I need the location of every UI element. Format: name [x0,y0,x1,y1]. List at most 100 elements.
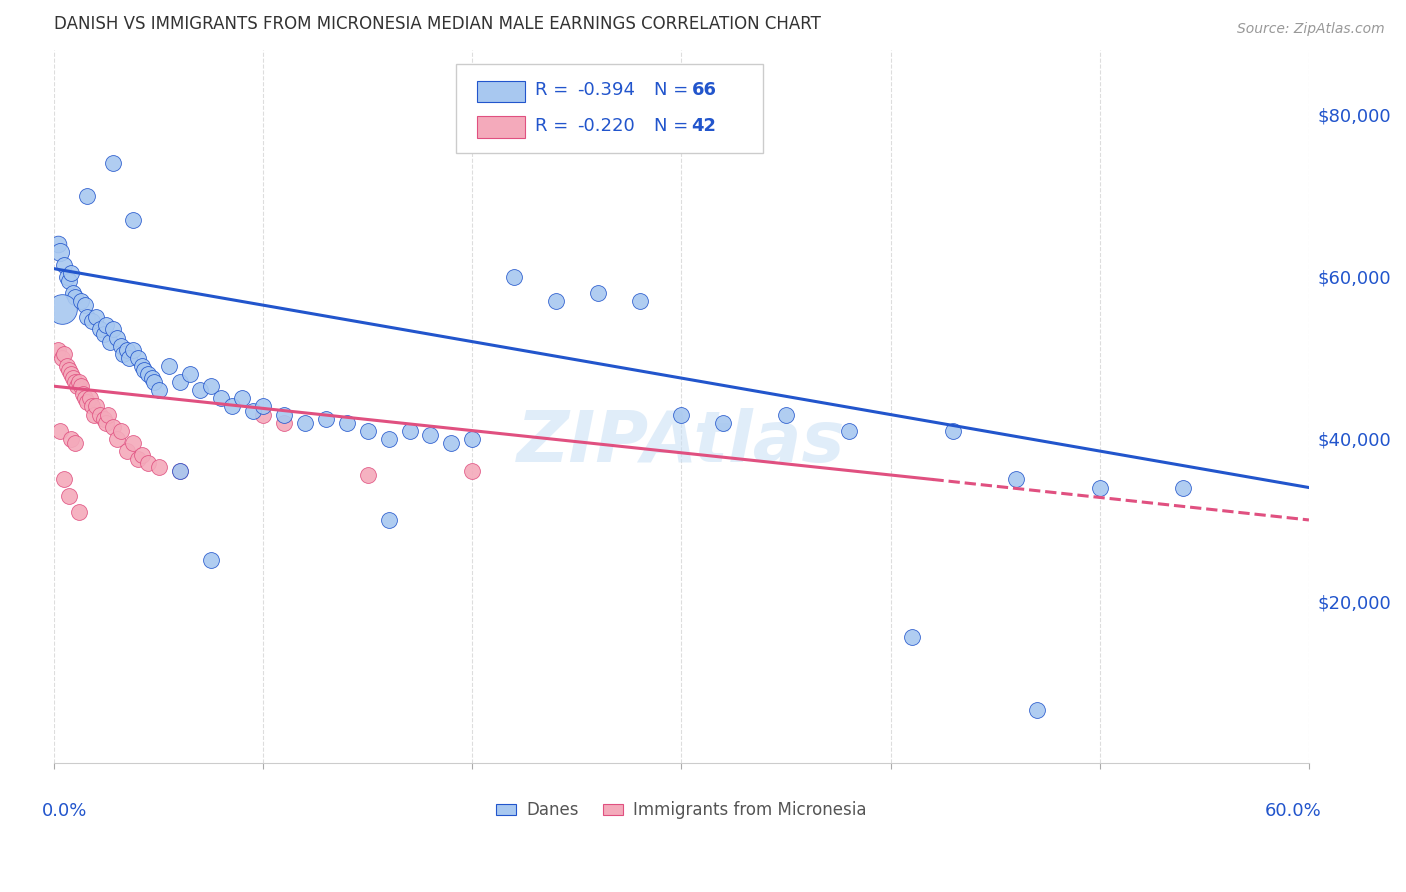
Point [315,411,337,425]
Point [76,395,98,409]
FancyBboxPatch shape [456,64,763,153]
Point [127,351,149,365]
Point [115,444,138,458]
Text: 42: 42 [692,117,717,136]
Point [1173,481,1195,495]
Point [84,310,107,325]
Point [148,460,170,475]
Point [221,400,243,414]
Point [122,213,145,227]
Point [671,408,693,422]
Point [132,363,155,377]
Point [143,375,166,389]
Point [461,464,484,478]
Point [59,266,82,280]
Point [76,188,98,202]
Point [72,387,94,401]
Point [63,436,86,450]
Point [49,424,72,438]
Point [51,302,73,317]
Text: 66: 66 [692,81,717,100]
Point [70,294,93,309]
Point [67,505,90,519]
Point [586,285,609,300]
Text: DANISH VS IMMIGRANTS FROM MICRONESIA MEDIAN MALE EARNINGS CORRELATION CHART: DANISH VS IMMIGRANTS FROM MICRONESIA MED… [53,15,821,33]
Point [1005,472,1028,486]
Point [122,436,145,450]
Text: -0.220: -0.220 [578,117,636,136]
Text: ZIPAtlas: ZIPAtlas [517,408,846,476]
Point [169,464,191,478]
Point [294,416,316,430]
Point [110,339,132,353]
Point [55,359,77,373]
Point [67,375,90,389]
Text: 0.0%: 0.0% [41,803,87,821]
Point [75,298,97,312]
Point [148,384,170,398]
Point [93,326,115,341]
Point [66,379,89,393]
Point [58,274,80,288]
Point [63,290,86,304]
FancyBboxPatch shape [477,116,524,137]
Point [942,424,965,438]
Point [131,448,153,462]
Point [89,408,111,422]
Point [273,408,295,422]
Point [101,419,124,434]
Point [544,294,567,309]
Point [62,285,84,300]
Point [231,392,253,406]
Text: Source: ZipAtlas.com: Source: ZipAtlas.com [1237,22,1385,37]
Point [136,456,159,470]
Point [200,553,222,567]
Point [461,432,484,446]
Point [357,468,380,483]
Point [711,416,734,430]
Point [112,347,135,361]
Text: R =: R = [534,117,574,136]
Point [775,408,797,422]
Point [503,269,526,284]
Point [169,375,191,389]
Point [336,416,359,430]
Point [76,310,98,325]
Point [377,513,399,527]
Point [357,424,380,438]
Point [101,156,124,170]
Point [46,237,69,252]
Point [377,432,399,446]
Point [127,452,149,467]
Point [169,464,191,478]
Point [53,472,76,486]
Point [115,343,138,357]
Point [273,416,295,430]
Point [179,367,201,381]
Point [838,424,860,438]
Point [62,371,84,385]
Point [900,631,922,645]
Point [97,408,120,422]
Point [51,351,73,365]
Point [628,294,651,309]
Point [419,428,441,442]
Point [49,245,72,260]
Point [1088,481,1111,495]
Point [80,400,103,414]
Point [55,269,77,284]
Point [96,318,118,333]
Point [118,351,141,365]
Point [157,359,180,373]
Point [75,392,97,406]
Text: R =: R = [534,81,574,100]
Point [200,379,222,393]
Point [1026,703,1049,717]
Point [209,392,232,406]
Text: -0.394: -0.394 [578,81,636,100]
Point [136,367,159,381]
Text: N =: N = [654,81,693,100]
Point [63,375,86,389]
Point [59,367,82,381]
Point [131,359,153,373]
